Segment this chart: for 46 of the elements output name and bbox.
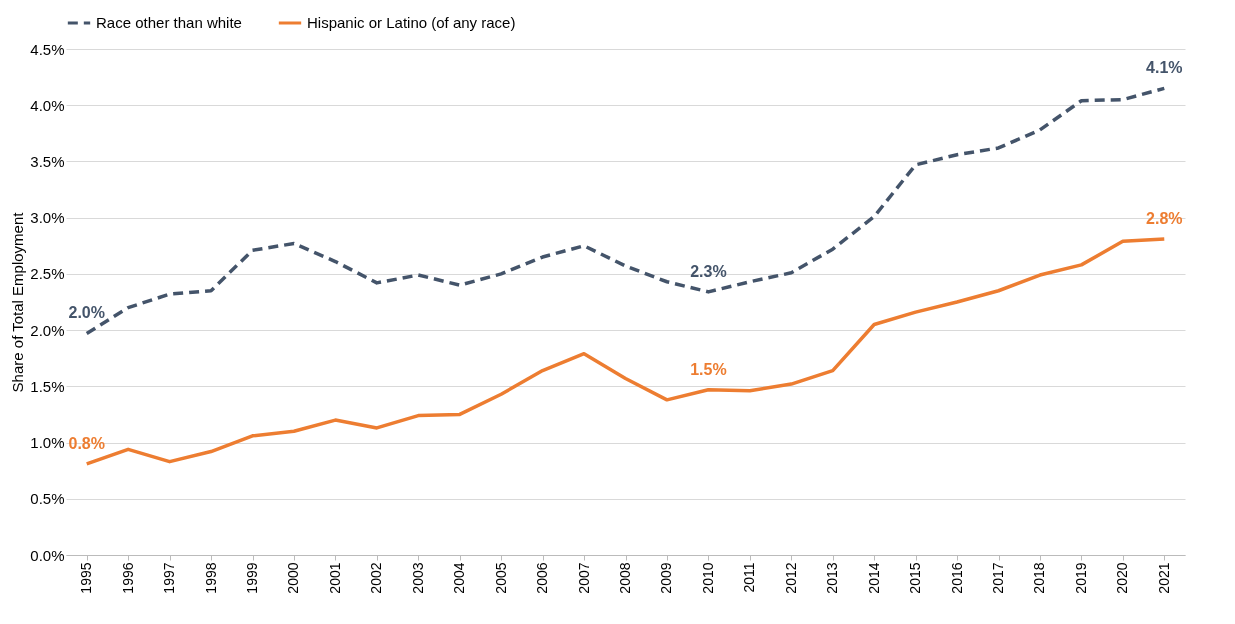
x-tick-label: 2011 — [741, 562, 758, 593]
x-tick-label: 1998 — [202, 562, 219, 594]
x-tick-label: 1997 — [161, 562, 178, 594]
x-tick-label: 2008 — [617, 562, 633, 594]
x-tick-label: 2013 — [824, 562, 841, 594]
x-tick-label: 2001 — [326, 562, 343, 594]
y-tick-label: 0.0% — [30, 546, 65, 564]
y-tick-label: 3.5% — [30, 152, 65, 170]
x-tick-label: 2014 — [865, 562, 882, 594]
y-tick-label: 1.0% — [30, 434, 65, 452]
y-tick-label: 4.0% — [30, 96, 65, 114]
y-tick-label: 3.0% — [30, 209, 65, 227]
x-tick-label: 2017 — [990, 562, 1006, 594]
data-label: 0.8% — [68, 434, 105, 452]
legend-label: Race other than white — [96, 14, 242, 31]
x-tick-label: 2016 — [948, 562, 965, 594]
x-tick-label: 2007 — [575, 562, 592, 594]
y-tick-label: 4.5% — [30, 40, 65, 58]
x-tick-label: 1995 — [78, 562, 95, 594]
data-label: 4.1% — [1146, 59, 1183, 77]
y-tick-label: 0.5% — [30, 490, 65, 508]
x-tick-label: 2004 — [451, 562, 468, 594]
x-tick-label: 2005 — [492, 562, 509, 594]
data-label: 2.0% — [68, 304, 105, 322]
y-tick-label: 2.5% — [30, 265, 65, 283]
y-tick-label: 2.0% — [30, 321, 65, 339]
x-tick-label: 2003 — [409, 562, 426, 594]
x-tick-label: 2006 — [534, 562, 551, 594]
x-tick-label: 1996 — [119, 562, 136, 594]
x-tick-label: 2002 — [368, 562, 385, 594]
x-tick-label: 2020 — [1114, 562, 1131, 594]
y-axis-title: Share of Total Employment — [9, 211, 27, 393]
x-tick-label: 2012 — [782, 562, 799, 594]
x-tick-label: 2009 — [658, 562, 675, 594]
x-tick-label: 2015 — [907, 562, 924, 594]
data-label: 1.5% — [690, 360, 727, 378]
data-label: 2.8% — [1146, 210, 1183, 228]
y-tick-label: 1.5% — [30, 377, 65, 395]
x-tick-label: 2019 — [1072, 562, 1089, 594]
x-tick-label: 1999 — [244, 562, 260, 594]
x-tick-label: 2000 — [285, 562, 302, 594]
legend-label: Hispanic or Latino (of any race) — [307, 14, 516, 31]
x-tick-label: 2010 — [699, 562, 716, 594]
data-label: 2.3% — [690, 262, 727, 280]
x-tick-label: 2018 — [1031, 562, 1048, 594]
x-tick-label: 2021 — [1155, 562, 1172, 594]
